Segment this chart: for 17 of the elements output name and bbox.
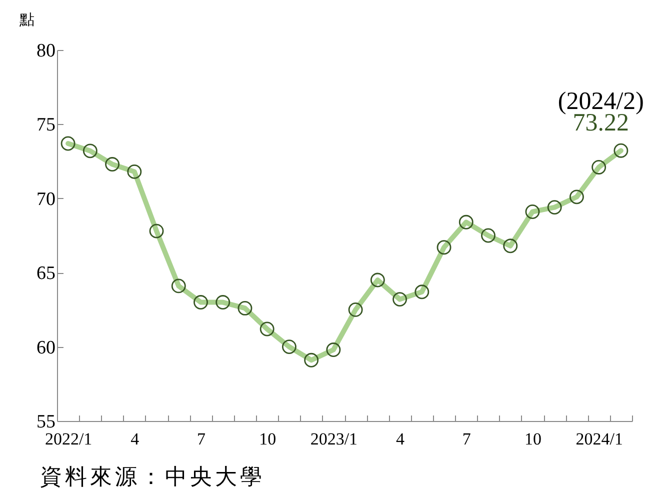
y-tick-label: 80 [36,40,56,62]
y-tick-label: 65 [36,263,56,284]
x-tick-label: 10 [524,430,542,448]
x-tick-label: 2024/1 [576,430,623,448]
x-tick-label: 2023/1 [310,430,358,448]
y-tick-label: 60 [36,337,56,358]
x-tick-label: 4 [396,430,406,448]
y-tick-label: 70 [36,188,56,210]
x-tick-label: 4 [130,430,140,448]
source-note: 資料來源：中央大學 [40,463,265,491]
x-tick-label: 10 [259,430,276,448]
y-tick-label: 55 [36,412,56,432]
y-axis-title: 點 [18,12,34,28]
x-tick-label: 7 [197,430,206,448]
x-tick-label: 7 [462,430,472,448]
x-tick-label: 2022/1 [44,430,92,448]
y-tick-label: 75 [36,114,56,136]
